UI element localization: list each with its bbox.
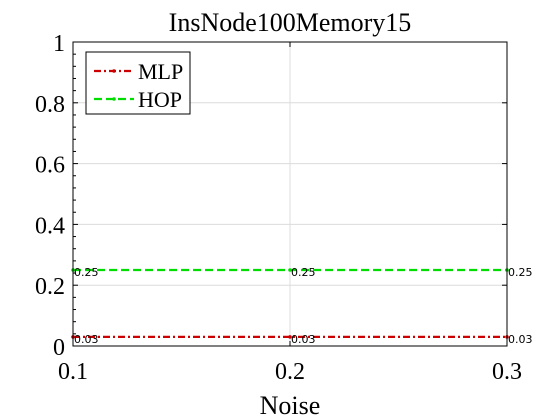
- legend: MLP HOP: [85, 51, 191, 115]
- y-tick-label: 0.6: [35, 153, 65, 179]
- legend-label: MLP: [138, 59, 183, 84]
- data-label: 0.25: [74, 266, 99, 279]
- data-label: 0.03: [508, 333, 533, 346]
- x-tick-label: 0.1: [58, 359, 88, 385]
- data-point: [288, 268, 292, 272]
- legend-label: HOP: [138, 87, 182, 112]
- x-axis-label: Noise: [260, 391, 321, 420]
- series-group: [71, 268, 509, 339]
- legend-marker: [112, 97, 116, 101]
- y-tick-label: 0.4: [35, 213, 65, 239]
- axes: 0.1 0.2 0.3 0 0.2 0.4 0.6 0.8 1: [35, 31, 522, 385]
- data-point: [288, 335, 292, 339]
- data-labels: 0.03 0.03 0.03 0.25 0.25 0.25: [74, 266, 533, 346]
- legend-marker: [112, 69, 116, 73]
- y-tick-label: 0.2: [35, 274, 65, 300]
- data-label: 0.25: [508, 266, 533, 279]
- data-label: 0.03: [291, 333, 316, 346]
- data-label: 0.03: [74, 333, 99, 346]
- x-tick-label: 0.3: [492, 359, 522, 385]
- legend-box: [85, 51, 191, 115]
- y-tick-label: 0.8: [35, 92, 65, 118]
- data-label: 0.25: [291, 266, 316, 279]
- chart-title: InsNode100Memory15: [169, 8, 412, 37]
- y-tick-label: 0: [53, 335, 65, 361]
- y-tick-label: 1: [53, 31, 65, 57]
- x-tick-label: 0.2: [275, 359, 305, 385]
